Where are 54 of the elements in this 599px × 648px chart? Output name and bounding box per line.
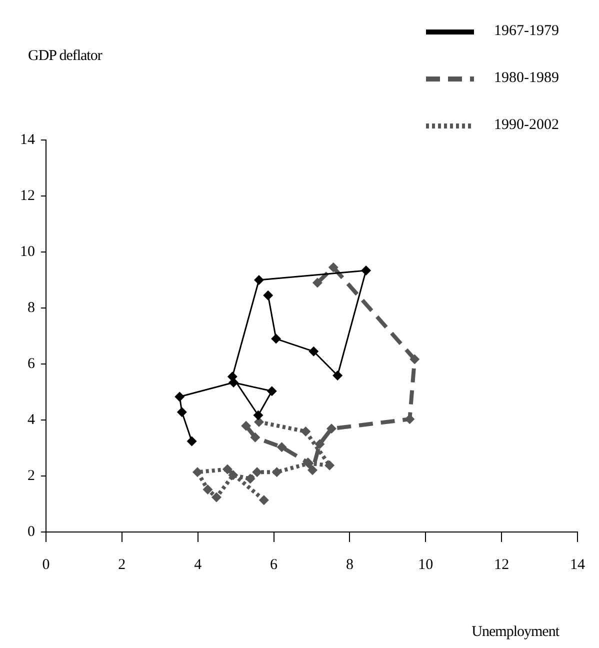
- point: [308, 346, 319, 356]
- legend-label: 1980-1989: [494, 70, 559, 87]
- point: [314, 439, 325, 450]
- point: [361, 265, 372, 276]
- point: [211, 492, 222, 502]
- point: [332, 370, 343, 380]
- x-tick-label: 6: [270, 556, 278, 573]
- point: [308, 465, 318, 476]
- point: [271, 334, 282, 344]
- point: [276, 442, 287, 452]
- point: [222, 464, 232, 474]
- point: [192, 467, 202, 478]
- x-tick-label: 8: [346, 556, 354, 573]
- point: [328, 262, 338, 272]
- point: [202, 484, 213, 494]
- point: [324, 460, 335, 470]
- x-tick-label: 0: [42, 556, 50, 573]
- point: [326, 424, 336, 434]
- x-tick-label: 12: [494, 556, 510, 573]
- x-tick-label: 14: [570, 556, 586, 573]
- point: [227, 372, 238, 382]
- point: [300, 426, 311, 436]
- point: [263, 290, 274, 300]
- point: [176, 407, 187, 418]
- y-tick-label: 8: [28, 300, 35, 316]
- y-tick-label: 4: [28, 412, 36, 428]
- y-tick-label: 6: [28, 356, 36, 372]
- point: [254, 275, 264, 285]
- y-tick-label: 12: [20, 188, 35, 204]
- point: [404, 414, 415, 424]
- legend-label: 1967-1979: [494, 23, 559, 40]
- point: [186, 436, 197, 446]
- y-tick-label: 2: [28, 468, 35, 484]
- y-tick-label: 14: [20, 132, 36, 148]
- legend-label: 1990-2002: [494, 117, 559, 134]
- x-tick-label: 10: [418, 556, 434, 573]
- x-axis-title: Unemployment: [472, 624, 559, 641]
- y-tick-label: 10: [20, 244, 35, 260]
- point: [252, 467, 262, 478]
- point: [241, 420, 252, 431]
- point: [250, 432, 260, 442]
- y-axis-title: GDP deflator: [28, 48, 102, 65]
- point: [272, 467, 282, 478]
- point: [253, 410, 264, 420]
- y-tick-label: 0: [28, 524, 35, 540]
- point: [266, 386, 277, 396]
- point: [245, 474, 256, 484]
- x-tick-label: 2: [118, 556, 126, 573]
- point: [228, 470, 238, 480]
- point: [312, 278, 322, 288]
- point: [258, 495, 269, 506]
- point: [174, 392, 185, 402]
- point: [410, 354, 420, 364]
- x-tick-label: 4: [194, 556, 202, 573]
